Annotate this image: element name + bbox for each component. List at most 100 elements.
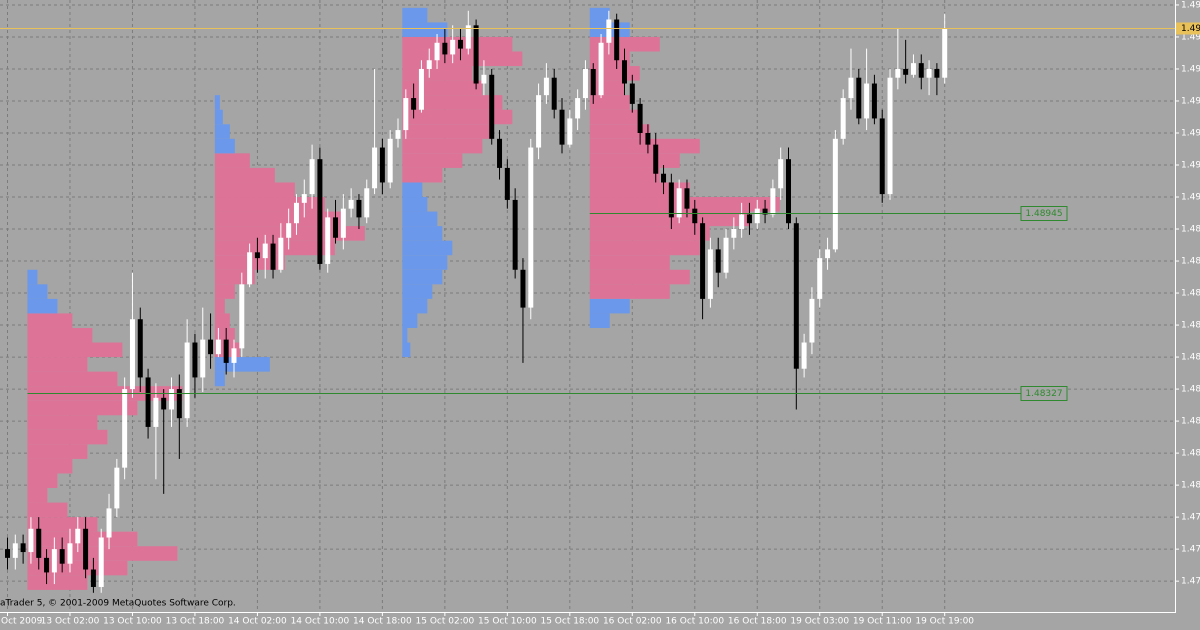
- candle-body: [278, 237, 284, 270]
- profile-bin: [402, 211, 438, 227]
- plot-area: 1.48945 1.48327 aTrader 5, © 2001-2009 Met…: [0, 0, 1175, 612]
- y-tick-label: 1.49: [1181, 96, 1200, 106]
- candle-body: [270, 243, 276, 270]
- profile-bin: [402, 153, 463, 168]
- profile-bin: [214, 357, 270, 372]
- candle-body: [700, 223, 706, 299]
- candle-body: [543, 77, 549, 96]
- y-tick-label: 1.48: [1181, 321, 1200, 331]
- profile-bin: [589, 284, 670, 299]
- profile-bin: [27, 342, 123, 358]
- profile-bin: [27, 327, 93, 343]
- profile-bin: [214, 124, 230, 139]
- profile-bin: [27, 415, 98, 430]
- candle-body: [317, 159, 323, 264]
- profile-bin: [589, 167, 660, 183]
- profile-bin: [214, 371, 225, 387]
- candle-body: [403, 98, 409, 131]
- candle-body: [184, 342, 190, 419]
- profile-bin: [214, 95, 220, 110]
- candle-body: [762, 208, 768, 215]
- candle-body: [746, 214, 752, 224]
- profile-bin: [589, 269, 690, 285]
- profile-bin: [402, 197, 428, 212]
- profile-bin: [402, 327, 408, 343]
- profile-bin: [402, 182, 423, 198]
- profile-bin: [589, 226, 710, 241]
- bid-label: 1.49: [1181, 24, 1200, 34]
- candle-body: [621, 60, 627, 84]
- profile-bin: [589, 124, 650, 139]
- y-tick-label: 1.49: [1181, 32, 1200, 42]
- profile-bin: [214, 197, 325, 212]
- candle-body: [770, 188, 776, 215]
- profile-bin: [214, 109, 223, 125]
- candle-body: [653, 144, 659, 174]
- profile-bin: [27, 400, 138, 416]
- candle-body: [910, 63, 916, 75]
- candle-body: [161, 397, 167, 410]
- profile-bin: [27, 313, 73, 328]
- candle-body: [528, 147, 534, 308]
- x-tick-label: 16 Oct 10:00: [665, 617, 724, 627]
- candle-body: [90, 569, 96, 587]
- x-tick-label: 19 Oct 19:00: [915, 617, 974, 627]
- level-label-box: [1020, 206, 1068, 221]
- candle-body: [325, 217, 331, 264]
- level-label: 1.48327: [1025, 389, 1062, 399]
- candle-body: [840, 98, 846, 139]
- candle-body: [36, 528, 42, 558]
- candle-body: [333, 217, 339, 238]
- candle-body: [629, 83, 635, 104]
- y-tick-label: 1.47: [1181, 513, 1200, 523]
- candle-body: [582, 68, 588, 99]
- candle-body: [926, 68, 932, 78]
- candle-body: [356, 199, 362, 218]
- profile-bin: [402, 22, 448, 37]
- candle-body: [723, 237, 729, 273]
- candle-body: [825, 249, 831, 259]
- candle-body: [83, 528, 89, 570]
- profile-bin: [402, 298, 428, 314]
- candle-body: [942, 28, 948, 78]
- candle-body: [215, 339, 221, 355]
- profile-bin: [589, 153, 680, 168]
- x-tick-label: 16 Oct 02:00: [603, 617, 662, 627]
- candles: [5, 10, 948, 593]
- candle-body: [309, 159, 315, 195]
- profile-bin: [402, 124, 493, 139]
- y-tick-label: 1.49: [1181, 128, 1200, 138]
- candle-body: [590, 68, 596, 96]
- profile-bin: [27, 488, 48, 503]
- candle-body: [286, 223, 292, 238]
- profile-bin: [589, 7, 610, 23]
- profile-bin: [27, 531, 138, 547]
- candle-body: [293, 202, 299, 224]
- candle-body: [395, 130, 401, 139]
- profile-bin: [402, 342, 411, 358]
- y-tick-label: 1.48: [1181, 417, 1200, 427]
- candle-body: [864, 83, 870, 119]
- candle-body: [145, 377, 151, 427]
- x-tick-label: 15 Oct 02:00: [416, 617, 475, 627]
- profile-bin: [27, 458, 73, 474]
- candle-body: [645, 132, 651, 145]
- candle-body: [411, 98, 417, 110]
- candle-body: [504, 167, 510, 200]
- candle-body: [192, 342, 198, 378]
- candle-body: [489, 74, 495, 139]
- profile-bin: [27, 473, 58, 489]
- candle-body: [778, 159, 784, 189]
- y-tick-label: 1.49: [1181, 161, 1200, 171]
- level-label-box: [1020, 386, 1068, 401]
- profile-bin: [214, 182, 295, 198]
- candle-body: [801, 342, 807, 369]
- candle-body: [786, 159, 791, 224]
- profile-bin: [214, 138, 235, 154]
- candle-body: [5, 549, 10, 558]
- candle-body: [301, 194, 307, 203]
- candle-body: [247, 252, 253, 285]
- candle-body: [512, 199, 518, 270]
